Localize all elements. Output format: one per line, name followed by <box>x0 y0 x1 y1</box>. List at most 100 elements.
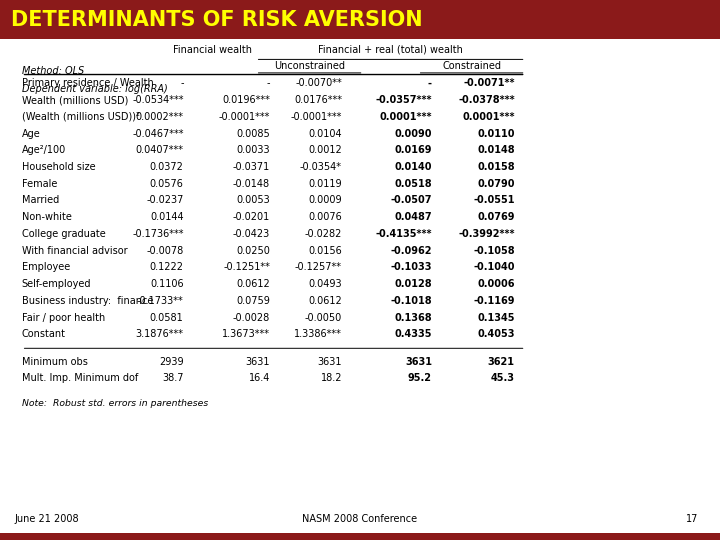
Text: 0.1106: 0.1106 <box>150 279 184 289</box>
Text: Household size: Household size <box>22 162 95 172</box>
Text: College graduate: College graduate <box>22 229 105 239</box>
Text: 0.0001***: 0.0001*** <box>462 112 515 122</box>
Text: Minimum obs: Minimum obs <box>22 357 87 367</box>
Text: 3621: 3621 <box>488 357 515 367</box>
Text: NASM 2008 Conference: NASM 2008 Conference <box>302 514 418 524</box>
Text: -0.0050: -0.0050 <box>305 313 342 323</box>
Text: 0.0158: 0.0158 <box>477 162 515 172</box>
Text: 2939: 2939 <box>159 357 184 367</box>
Text: -0.0423: -0.0423 <box>233 229 270 239</box>
Text: 0.0148: 0.0148 <box>477 145 515 156</box>
Text: -0.0282: -0.0282 <box>305 229 342 239</box>
Text: -0.0354*: -0.0354* <box>300 162 342 172</box>
Text: 0.0140: 0.0140 <box>395 162 432 172</box>
Text: -0.0551: -0.0551 <box>473 195 515 206</box>
Text: 3.1876***: 3.1876*** <box>135 329 184 340</box>
Text: 0.0076: 0.0076 <box>308 212 342 222</box>
Text: 0.0006: 0.0006 <box>477 279 515 289</box>
Text: 16.4: 16.4 <box>248 373 270 383</box>
Text: -0.0962: -0.0962 <box>390 246 432 256</box>
Text: -0.0078: -0.0078 <box>146 246 184 256</box>
Text: -0.0148: -0.0148 <box>233 179 270 189</box>
Text: 0.0372: 0.0372 <box>150 162 184 172</box>
Text: Mult. Imp. Minimum dof: Mult. Imp. Minimum dof <box>22 373 138 383</box>
Text: -0.0357***: -0.0357*** <box>376 95 432 105</box>
Text: -0.0070**: -0.0070** <box>295 78 342 89</box>
Text: 0.4335: 0.4335 <box>395 329 432 340</box>
Text: 0.0144: 0.0144 <box>150 212 184 222</box>
Text: 0.0581: 0.0581 <box>150 313 184 323</box>
Text: -0.1169: -0.1169 <box>473 296 515 306</box>
Text: 0.0196***: 0.0196*** <box>222 95 270 105</box>
Text: Employee: Employee <box>22 262 70 273</box>
Text: -: - <box>266 78 270 89</box>
Text: 0.0119: 0.0119 <box>308 179 342 189</box>
Text: 38.7: 38.7 <box>162 373 184 383</box>
Text: 0.0012: 0.0012 <box>308 145 342 156</box>
Text: 0.0612: 0.0612 <box>236 279 270 289</box>
Text: -0.0201: -0.0201 <box>233 212 270 222</box>
Text: Unconstrained: Unconstrained <box>274 61 345 71</box>
Text: Female: Female <box>22 179 57 189</box>
Text: 0.0176***: 0.0176*** <box>294 95 342 105</box>
Text: 3631: 3631 <box>405 357 432 367</box>
Text: 0.0156: 0.0156 <box>308 246 342 256</box>
Text: -0.0371: -0.0371 <box>233 162 270 172</box>
Text: Primary residence / Wealth: Primary residence / Wealth <box>22 78 153 89</box>
Text: 3631: 3631 <box>318 357 342 367</box>
Text: 1.3386***: 1.3386*** <box>294 329 342 340</box>
Text: 0.0104: 0.0104 <box>308 129 342 139</box>
Text: -0.0534***: -0.0534*** <box>132 95 184 105</box>
Text: 0.0110: 0.0110 <box>477 129 515 139</box>
Text: Method: OLS: Method: OLS <box>22 66 84 77</box>
Text: 3631: 3631 <box>246 357 270 367</box>
Text: 0.0033: 0.0033 <box>236 145 270 156</box>
Text: 0.4053: 0.4053 <box>477 329 515 340</box>
Text: 0.0002***: 0.0002*** <box>135 112 184 122</box>
Text: -0.0378***: -0.0378*** <box>458 95 515 105</box>
Text: 0.0169: 0.0169 <box>395 145 432 156</box>
Text: 0.0769: 0.0769 <box>477 212 515 222</box>
Text: With financial advisor: With financial advisor <box>22 246 127 256</box>
Text: Wealth (millions USD): Wealth (millions USD) <box>22 95 128 105</box>
Text: Financial + real (total) wealth: Financial + real (total) wealth <box>318 45 463 55</box>
Text: 0.0612: 0.0612 <box>308 296 342 306</box>
Text: 0.0009: 0.0009 <box>308 195 342 206</box>
Text: -0.1736***: -0.1736*** <box>132 229 184 239</box>
Text: -0.1033: -0.1033 <box>390 262 432 273</box>
Text: -0.1257**: -0.1257** <box>295 262 342 273</box>
Text: Fair / poor health: Fair / poor health <box>22 313 105 323</box>
Text: -0.0001***: -0.0001*** <box>291 112 342 122</box>
Text: -0.1058: -0.1058 <box>473 246 515 256</box>
Text: -: - <box>180 78 184 89</box>
Text: -0.0028: -0.0028 <box>233 313 270 323</box>
Text: Constrained: Constrained <box>442 61 501 71</box>
Text: Self-employed: Self-employed <box>22 279 91 289</box>
Text: Note:  Robust std. errors in parentheses: Note: Robust std. errors in parentheses <box>22 399 208 408</box>
Text: Financial wealth: Financial wealth <box>173 45 252 55</box>
Text: 45.3: 45.3 <box>491 373 515 383</box>
Text: 0.1222: 0.1222 <box>150 262 184 273</box>
Text: -: - <box>428 78 432 89</box>
Text: 18.2: 18.2 <box>320 373 342 383</box>
Text: Non-white: Non-white <box>22 212 71 222</box>
Text: -0.1040: -0.1040 <box>473 262 515 273</box>
Text: 1.3673***: 1.3673*** <box>222 329 270 340</box>
Text: 17: 17 <box>686 514 698 524</box>
Text: 0.1368: 0.1368 <box>395 313 432 323</box>
Text: -0.1018: -0.1018 <box>390 296 432 306</box>
Text: DETERMINANTS OF RISK AVERSION: DETERMINANTS OF RISK AVERSION <box>11 10 423 30</box>
Text: Dependent variable: log(RRA): Dependent variable: log(RRA) <box>22 84 167 94</box>
Text: 95.2: 95.2 <box>408 373 432 383</box>
Text: 0.0090: 0.0090 <box>395 129 432 139</box>
Text: 0.0053: 0.0053 <box>236 195 270 206</box>
Text: -0.4135***: -0.4135*** <box>376 229 432 239</box>
Text: -0.1733**: -0.1733** <box>137 296 184 306</box>
Text: -0.0071**: -0.0071** <box>463 78 515 89</box>
Text: -0.0237: -0.0237 <box>146 195 184 206</box>
Text: 0.0085: 0.0085 <box>236 129 270 139</box>
Text: 0.0407***: 0.0407*** <box>135 145 184 156</box>
Text: 0.0790: 0.0790 <box>477 179 515 189</box>
Text: -0.0001***: -0.0001*** <box>219 112 270 122</box>
Text: 0.0001***: 0.0001*** <box>379 112 432 122</box>
